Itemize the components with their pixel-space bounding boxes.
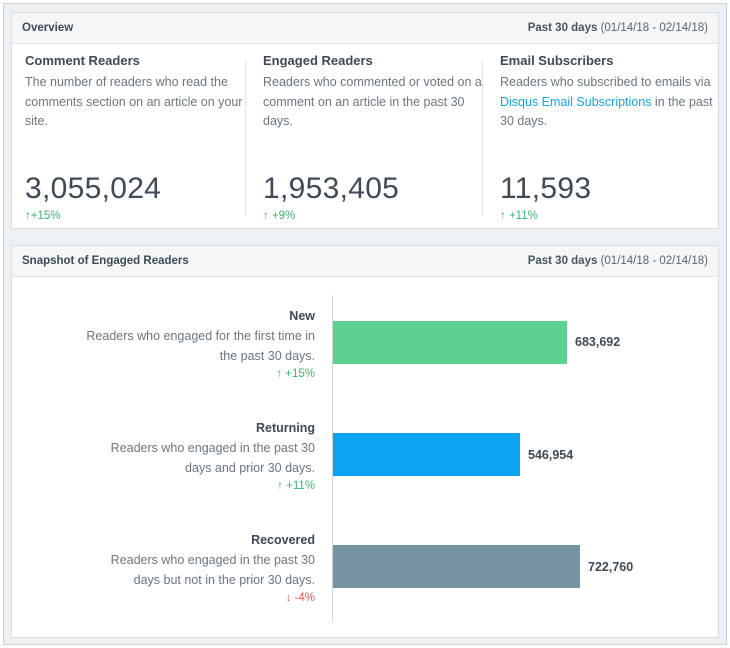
snapshot-title: Snapshot of Engaged Readers bbox=[22, 255, 189, 267]
metric-change: ↑+15% bbox=[25, 210, 61, 222]
metric-divider bbox=[245, 61, 246, 216]
snapshot-range: Past 30 days (01/14/18 - 02/14/18) bbox=[528, 255, 708, 267]
bar-new bbox=[333, 321, 567, 364]
segment-description: Readers who engaged for the first time i… bbox=[86, 329, 315, 363]
metric-description: The number of readers who read the comme… bbox=[25, 75, 243, 128]
overview-range-label: Past 30 days bbox=[527, 22, 598, 34]
segment-returning-label: Returning Readers who engaged in the pas… bbox=[85, 421, 315, 492]
segment-change: ↑ +15% bbox=[276, 368, 315, 380]
segment-name: Returning bbox=[255, 421, 315, 435]
metric-value: 3,055,024 bbox=[25, 172, 162, 205]
bar-value-returning: 546,954 bbox=[528, 448, 574, 462]
segment-change: ↓ -4% bbox=[285, 592, 315, 604]
metric-title: Comment Readers bbox=[25, 53, 140, 68]
chart-axis bbox=[332, 295, 333, 622]
overview-panel: Overview Past 30 days (01/14/18 - 02/14/… bbox=[11, 12, 719, 229]
disqus-email-subscriptions-link[interactable]: Disqus Email Subscriptions bbox=[500, 94, 652, 109]
bar-value-recovered: 722,760 bbox=[588, 560, 634, 574]
snapshot-panel: Snapshot of Engaged Readers Past 30 days… bbox=[11, 245, 719, 638]
metric-engaged-readers: Engaged Readers Readers who commented or… bbox=[263, 53, 483, 222]
overview-title: Overview bbox=[22, 22, 74, 34]
overview-range-dates: (01/14/18 - 02/14/18) bbox=[600, 22, 708, 34]
snapshot-range-dates: (01/14/18 - 02/14/18) bbox=[600, 255, 708, 267]
metric-description-text: Readers who subscribed to emails via bbox=[500, 75, 711, 89]
metric-value: 1,953,405 bbox=[263, 172, 400, 205]
snapshot-header: Snapshot of Engaged Readers Past 30 days… bbox=[12, 246, 718, 277]
metric-title: Engaged Readers bbox=[263, 53, 373, 68]
metric-description-text: in the past 30 days. bbox=[500, 94, 713, 129]
overview-range: Past 30 days (01/14/18 - 02/14/18) bbox=[528, 22, 708, 34]
metric-email-subscribers: Email Subscribers Readers who subscribed… bbox=[500, 53, 720, 222]
segment-description: Readers who engaged in the past 30 days … bbox=[110, 441, 315, 475]
segment-change: ↑ +11% bbox=[277, 480, 315, 492]
metric-description: Readers who subscribed to emails via Dis… bbox=[500, 73, 720, 132]
metric-description: Readers who commented or voted on a comm… bbox=[263, 75, 482, 128]
snapshot-range-label: Past 30 days bbox=[527, 255, 598, 267]
overview-header: Overview Past 30 days (01/14/18 - 02/14/… bbox=[12, 13, 718, 44]
segment-recovered-label: Recovered Readers who engaged in the pas… bbox=[85, 533, 315, 604]
bar-recovered bbox=[333, 545, 580, 588]
metric-divider bbox=[482, 61, 483, 216]
dashboard-frame: Overview Past 30 days (01/14/18 - 02/14/… bbox=[3, 3, 727, 645]
segment-description: Readers who engaged in the past 30 days … bbox=[110, 553, 315, 587]
metric-value: 11,593 bbox=[500, 172, 592, 205]
metric-change: ↑ +9% bbox=[263, 210, 296, 222]
segment-new-label: New Readers who engaged for the first ti… bbox=[85, 309, 315, 380]
bar-value-new: 683,692 bbox=[575, 335, 621, 349]
metric-title: Email Subscribers bbox=[500, 53, 614, 68]
bar-returning bbox=[333, 433, 520, 476]
segment-name: New bbox=[289, 309, 315, 323]
metric-comment-readers: Comment Readers The number of readers wh… bbox=[25, 53, 245, 222]
metric-change: ↑ +11% bbox=[500, 210, 538, 222]
segment-name: Recovered bbox=[251, 533, 315, 547]
